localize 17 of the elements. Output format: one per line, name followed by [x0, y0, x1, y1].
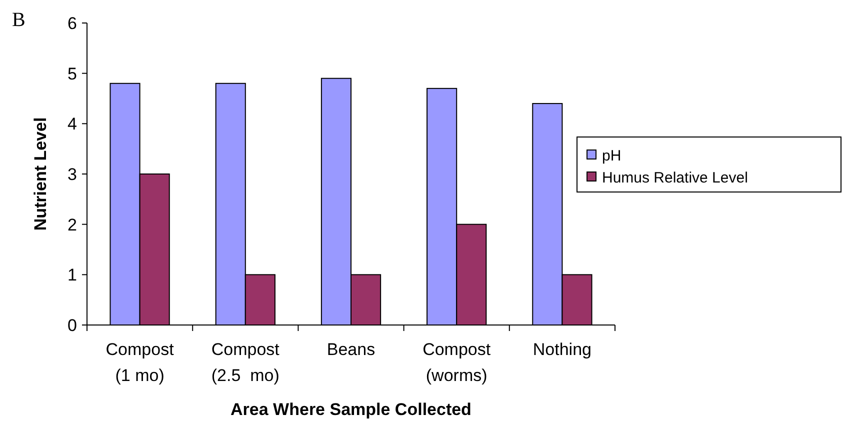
legend-label: Humus Relative Level: [602, 169, 748, 186]
x-tick-label: Compost (worms): [422, 340, 491, 385]
y-tick-label: 6: [68, 14, 77, 33]
y-tick-label: 0: [68, 316, 77, 335]
text: B: [12, 9, 26, 31]
y-tick-label: 5: [68, 64, 77, 84]
x-tick-label: Compost (1 mo): [106, 340, 174, 385]
y-tick-label: 1: [68, 266, 77, 285]
x-tick-label: Compost (2.5 mo): [211, 340, 280, 385]
legend-label: pH: [602, 147, 622, 164]
y-tick-label: 2: [68, 215, 77, 234]
x-tick-label: Beans: [326, 340, 376, 359]
x-tick-label: Nothing: [532, 340, 592, 359]
y-tick-label: 3: [68, 164, 77, 184]
x-axis-title: Area Where Sample Collected: [230, 400, 472, 419]
y-axis-title: Nutrient Level: [31, 117, 50, 231]
y-tick-label: 4: [68, 114, 77, 134]
